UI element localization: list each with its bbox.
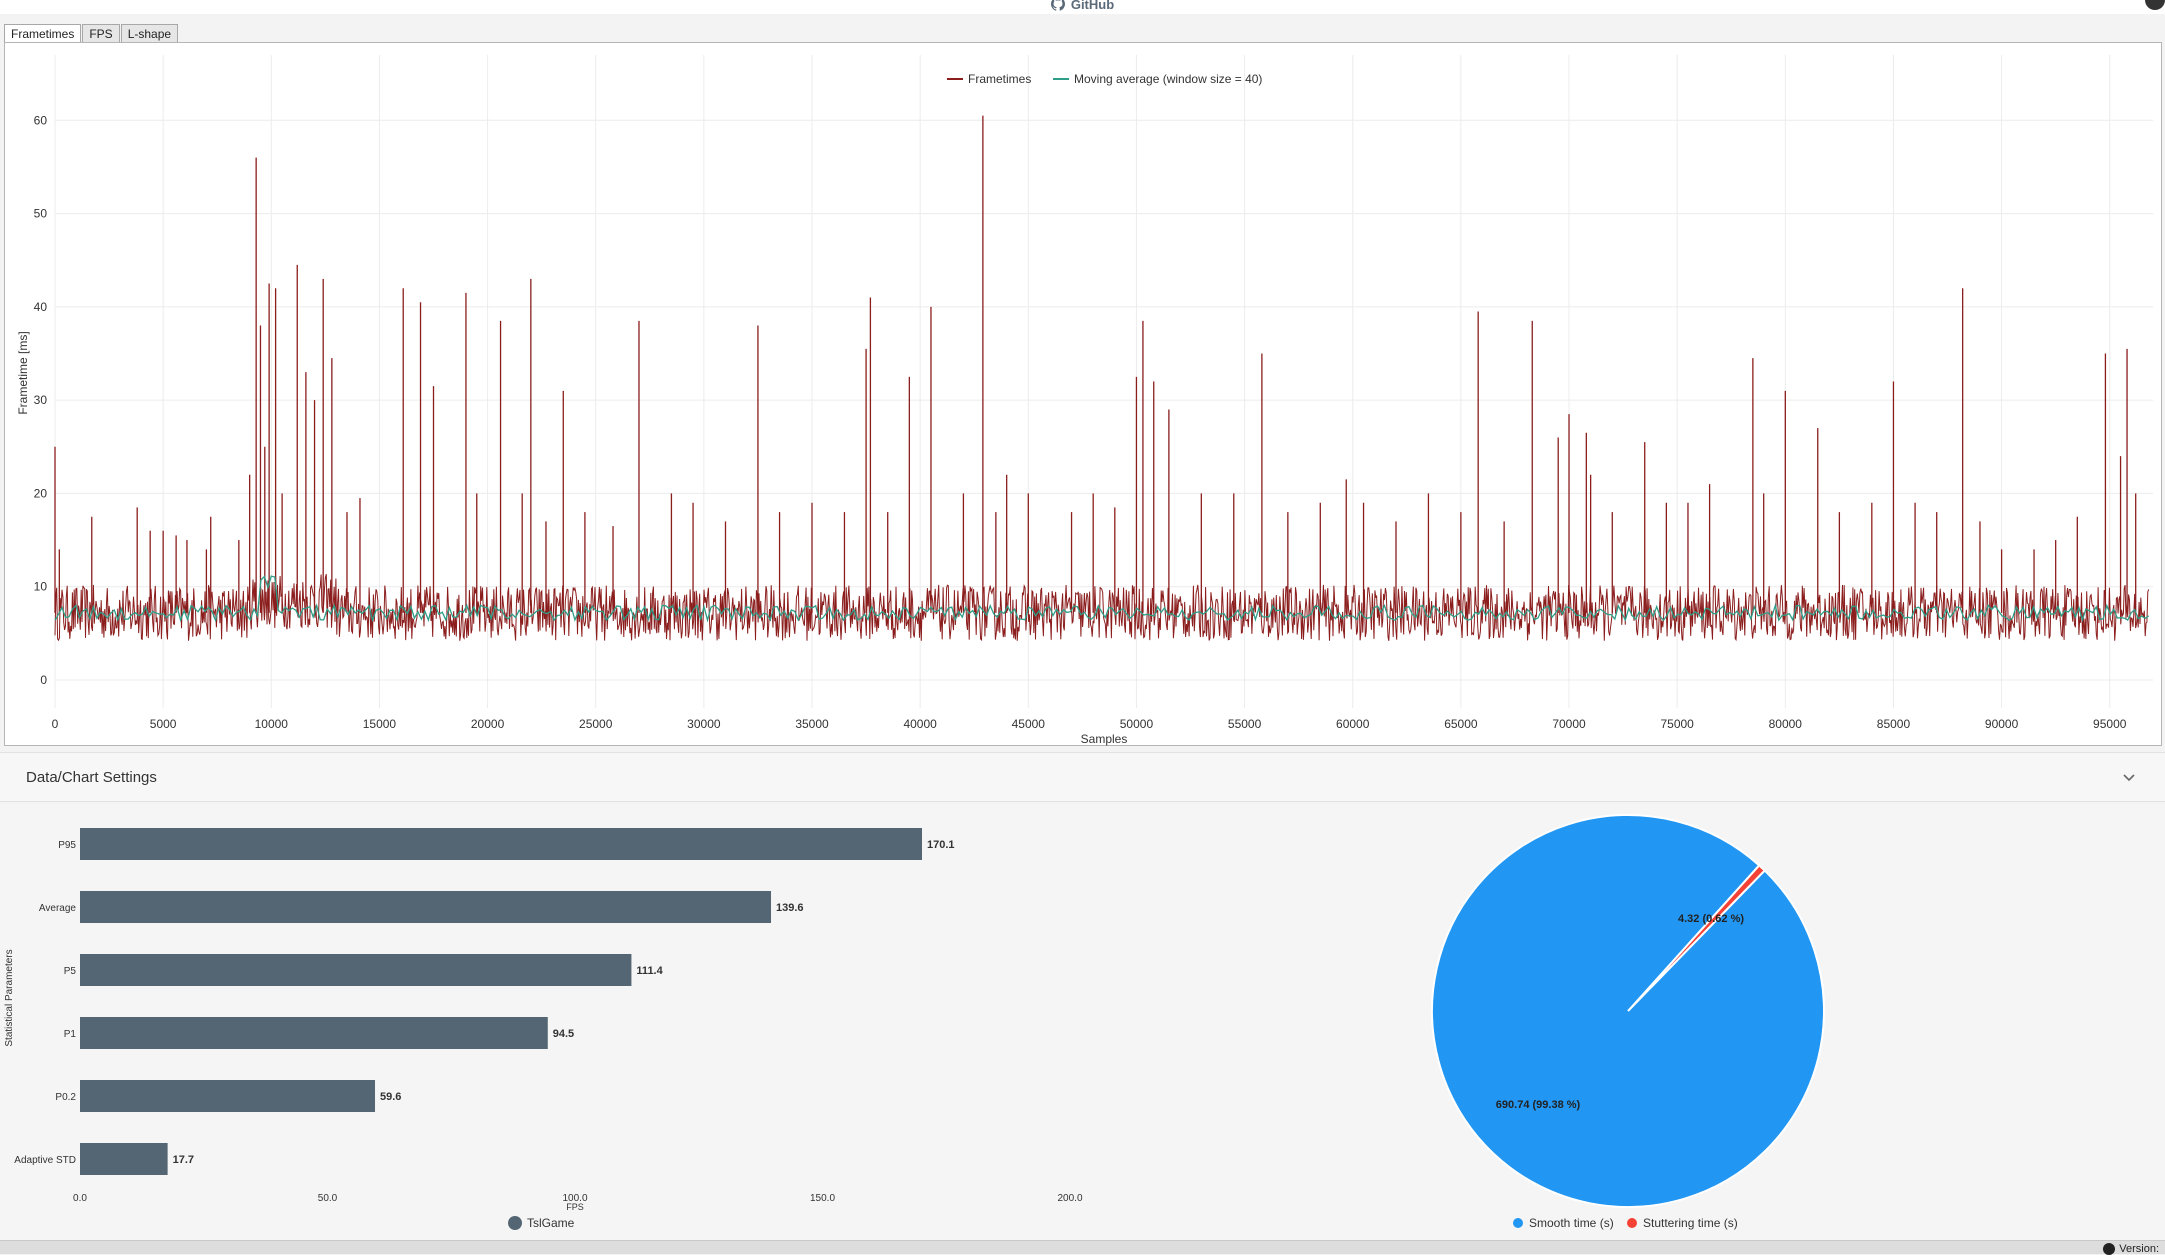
x-tick-label: 10000 xyxy=(255,717,289,731)
legend-item-stuttering-time[interactable]: Stuttering time (s) xyxy=(1627,1216,1738,1230)
legend-item-tslgame[interactable]: TslGame xyxy=(508,1216,575,1230)
x-axis-label: Samples xyxy=(1081,732,1128,746)
frametimes-series-line xyxy=(54,573,2150,642)
tab-l-shape[interactable]: L-shape xyxy=(120,24,179,43)
x-tick-label: 85000 xyxy=(1877,717,1911,731)
legend-label-smooth-time: Smooth time (s) xyxy=(1529,1216,1614,1230)
x-tick-label: 5000 xyxy=(150,717,177,731)
stat-x-tick-label: 100.0 xyxy=(562,1193,587,1204)
pie-label-stuttering: 4.32 (0.62 %) xyxy=(1678,913,1744,925)
x-tick-label: 15000 xyxy=(363,717,397,731)
stat-bar[interactable] xyxy=(80,1080,376,1112)
statistics-charts: P95 170.1 Average 139.6 P5 111.4 P1 94.5 P0.2 59.… xyxy=(4,814,1825,1230)
legend-swatch-stuttering-time xyxy=(1627,1218,1637,1228)
x-tick-label: 45000 xyxy=(1012,717,1046,731)
y-tick-label: 20 xyxy=(34,486,48,500)
y-tick-label: 10 xyxy=(34,580,48,594)
legend-label-tslgame: TslGame xyxy=(527,1216,575,1230)
stat-x-tick-label: 50.0 xyxy=(318,1193,338,1204)
stat-y-axis-label: Statistical Parameters xyxy=(4,949,15,1046)
github-link[interactable]: GitHub xyxy=(1050,0,1115,12)
moving-average-series-line xyxy=(54,575,2150,623)
pie-slice-smooth[interactable] xyxy=(1431,814,1825,1209)
x-tick-label: 80000 xyxy=(1769,717,1803,731)
x-tick-label: 70000 xyxy=(1552,717,1586,731)
frametime-chart[interactable]: 0 5000 10000 15000 20000 25000 30000 35000 40000… xyxy=(5,43,2163,747)
settings-expander[interactable]: Data/Chart Settings xyxy=(0,752,2165,802)
y-tick-label: 0 xyxy=(40,673,47,687)
stat-value-label: 59.6 xyxy=(380,1091,401,1103)
stat-category-label: P5 xyxy=(64,966,77,977)
x-tick-label: 40000 xyxy=(903,717,937,731)
y-tick-label: 60 xyxy=(34,113,48,127)
top-bar: GitHub xyxy=(0,0,2165,14)
stat-bar[interactable] xyxy=(80,891,772,923)
x-tick-label: 95000 xyxy=(2093,717,2127,731)
x-tick-label: 25000 xyxy=(579,717,613,731)
x-tick-label: 30000 xyxy=(687,717,721,731)
legend-item-moving-average[interactable]: Moving average (window size = 40) xyxy=(1053,72,1262,86)
info-icon xyxy=(2103,1243,2116,1255)
settings-title: Data/Chart Settings xyxy=(26,768,157,786)
x-tick-label: 75000 xyxy=(1660,717,1694,731)
stat-category-label: P0.2 xyxy=(55,1092,76,1103)
github-icon xyxy=(1050,0,1065,11)
legend-swatch-smooth-time xyxy=(1513,1218,1523,1228)
version-info: Version: xyxy=(2103,1243,2159,1255)
stat-x-axis-label: FPS xyxy=(566,1202,584,1212)
stat-category-label: Average xyxy=(39,903,77,914)
stat-x-tick-label: 200.0 xyxy=(1057,1193,1082,1204)
stat-value-label: 111.4 xyxy=(636,965,663,977)
legend-label-stuttering-time: Stuttering time (s) xyxy=(1643,1216,1738,1230)
x-tick-label: 65000 xyxy=(1444,717,1478,731)
status-bar xyxy=(0,1240,2165,1254)
chevron-down-icon[interactable] xyxy=(2121,769,2137,785)
stat-bar[interactable] xyxy=(80,828,922,860)
stat-bar[interactable] xyxy=(80,954,632,986)
tab-fps[interactable]: FPS xyxy=(82,24,120,43)
x-tick-label: 55000 xyxy=(1228,717,1262,731)
y-tick-label: 30 xyxy=(34,393,48,407)
tab-frametimes[interactable]: Frametimes xyxy=(4,24,82,43)
stat-value-label: 17.7 xyxy=(173,1154,194,1166)
x-tick-label: 35000 xyxy=(795,717,829,731)
legend-item-smooth-time[interactable]: Smooth time (s) xyxy=(1513,1216,1614,1230)
frametime-chart-panel: 0 5000 10000 15000 20000 25000 30000 35000 40000… xyxy=(4,42,2162,746)
legend-label-frametimes: Frametimes xyxy=(968,72,1031,86)
stat-value-label: 94.5 xyxy=(553,1028,574,1040)
stat-bar[interactable] xyxy=(80,1017,548,1049)
legend-item-frametimes[interactable]: Frametimes xyxy=(947,72,1031,86)
y-tick-label: 40 xyxy=(34,300,48,314)
profile-avatar[interactable] xyxy=(2145,0,2165,10)
x-tick-label: 60000 xyxy=(1336,717,1370,731)
stat-x-tick-label: 150.0 xyxy=(810,1193,835,1204)
stat-value-label: 139.6 xyxy=(776,902,804,914)
x-tick-label: 20000 xyxy=(471,717,505,731)
stat-category-label: P95 xyxy=(58,840,76,851)
legend-swatch-tslgame xyxy=(508,1216,522,1230)
stat-category-label: Adaptive STD xyxy=(14,1155,76,1166)
pie-label-smooth: 690.74 (99.38 %) xyxy=(1496,1099,1581,1111)
x-tick-label: 50000 xyxy=(1120,717,1154,731)
chart-tabs: Frametimes FPS L-shape xyxy=(4,24,179,43)
github-label: GitHub xyxy=(1070,0,1115,12)
version-label: Version: xyxy=(2119,1243,2159,1255)
x-tick-label: 0 xyxy=(52,717,59,731)
stat-x-tick-label: 0.0 xyxy=(73,1193,87,1204)
legend-label-moving-average: Moving average (window size = 40) xyxy=(1074,72,1262,86)
y-tick-label: 50 xyxy=(34,207,48,221)
stat-value-label: 170.1 xyxy=(927,839,955,851)
statistics-area: P95 170.1 Average 139.6 P5 111.4 P1 94.5 P0.2 59.… xyxy=(0,804,2165,1240)
chart-legend: Frametimes Moving average (window size = … xyxy=(947,72,1262,86)
y-axis-label: Frametime [ms] xyxy=(16,331,30,414)
stat-category-label: P1 xyxy=(64,1029,77,1040)
x-tick-label: 90000 xyxy=(1985,717,2019,731)
stat-bar[interactable] xyxy=(80,1143,168,1175)
